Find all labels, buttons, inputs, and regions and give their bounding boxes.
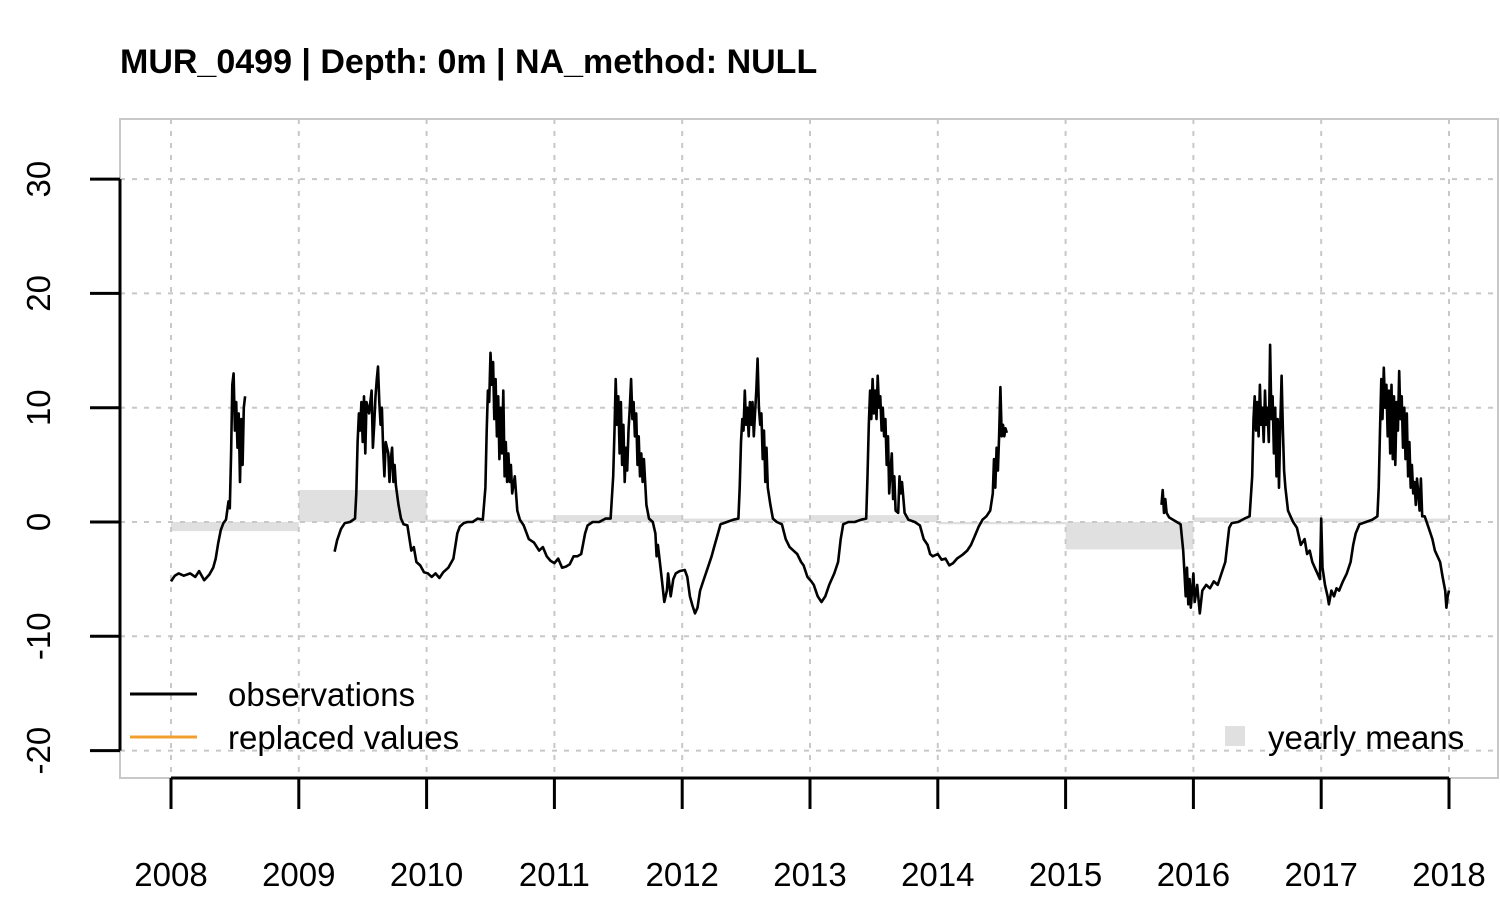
observations-line-segment-2	[333, 351, 1009, 615]
x-tick-label-2009: 2009	[262, 856, 335, 893]
x-tick-label-2014: 2014	[901, 856, 974, 893]
x-axis: 2008 2009 2010 2011 2012 2013 2014 2015 2016 2017…	[134, 776, 1486, 893]
x-tick-label-2012: 2012	[645, 856, 718, 893]
legend-left: observations replaced values	[130, 676, 459, 756]
y-tick-label-0: 0	[20, 513, 57, 531]
yearly-mean-bar-2012	[682, 518, 810, 522]
yearly-mean-bar-2013	[810, 515, 938, 522]
y-axis: -20 -10 0 10 20 30	[20, 161, 122, 775]
yearly-mean-bar-2008	[171, 522, 299, 532]
observations-line-segment-3	[1160, 343, 1451, 615]
yearly-mean-bar-2014	[937, 522, 1066, 525]
yearly-mean-bar-2017	[1321, 518, 1449, 522]
legend-label-2: replaced values	[228, 719, 459, 756]
x-tick-label-2010: 2010	[390, 856, 463, 893]
yearly-mean-bar-2009	[298, 489, 427, 522]
y-tick-label--10: -10	[20, 612, 57, 660]
yearly-means-bars	[171, 489, 1449, 550]
grid-lines	[120, 119, 1498, 778]
legend-yearly-means-label: yearly means	[1268, 719, 1464, 756]
x-tick-label-2018: 2018	[1412, 856, 1485, 893]
x-tick-label-2008: 2008	[134, 856, 207, 893]
yearly-mean-bar-2015	[1065, 522, 1194, 550]
legend-label-1: observations	[228, 676, 415, 713]
observations-series	[169, 343, 1451, 615]
x-tick-label-2015: 2015	[1029, 856, 1102, 893]
x-tick-label-2017: 2017	[1284, 856, 1357, 893]
yearly-mean-bar-2016	[1193, 517, 1322, 522]
y-tick-label--20: -20	[20, 727, 57, 775]
legend-right: yearly means	[1225, 719, 1464, 756]
yearly-mean-bar-2011	[554, 515, 683, 522]
x-tick-label-2016: 2016	[1157, 856, 1230, 893]
y-tick-label-30: 30	[20, 161, 57, 198]
y-tick-label-10: 10	[20, 389, 57, 426]
x-tick-label-2013: 2013	[773, 856, 846, 893]
y-tick-label-20: 20	[20, 275, 57, 312]
yearly-mean-bar-2010	[426, 519, 555, 522]
x-tick-label-2011: 2011	[519, 856, 590, 893]
chart-title: MUR_0499 | Depth: 0m | NA_method: NULL	[120, 43, 817, 81]
legend-yearly-means-swatch	[1225, 726, 1245, 746]
observations-line-segment-1	[169, 372, 247, 583]
